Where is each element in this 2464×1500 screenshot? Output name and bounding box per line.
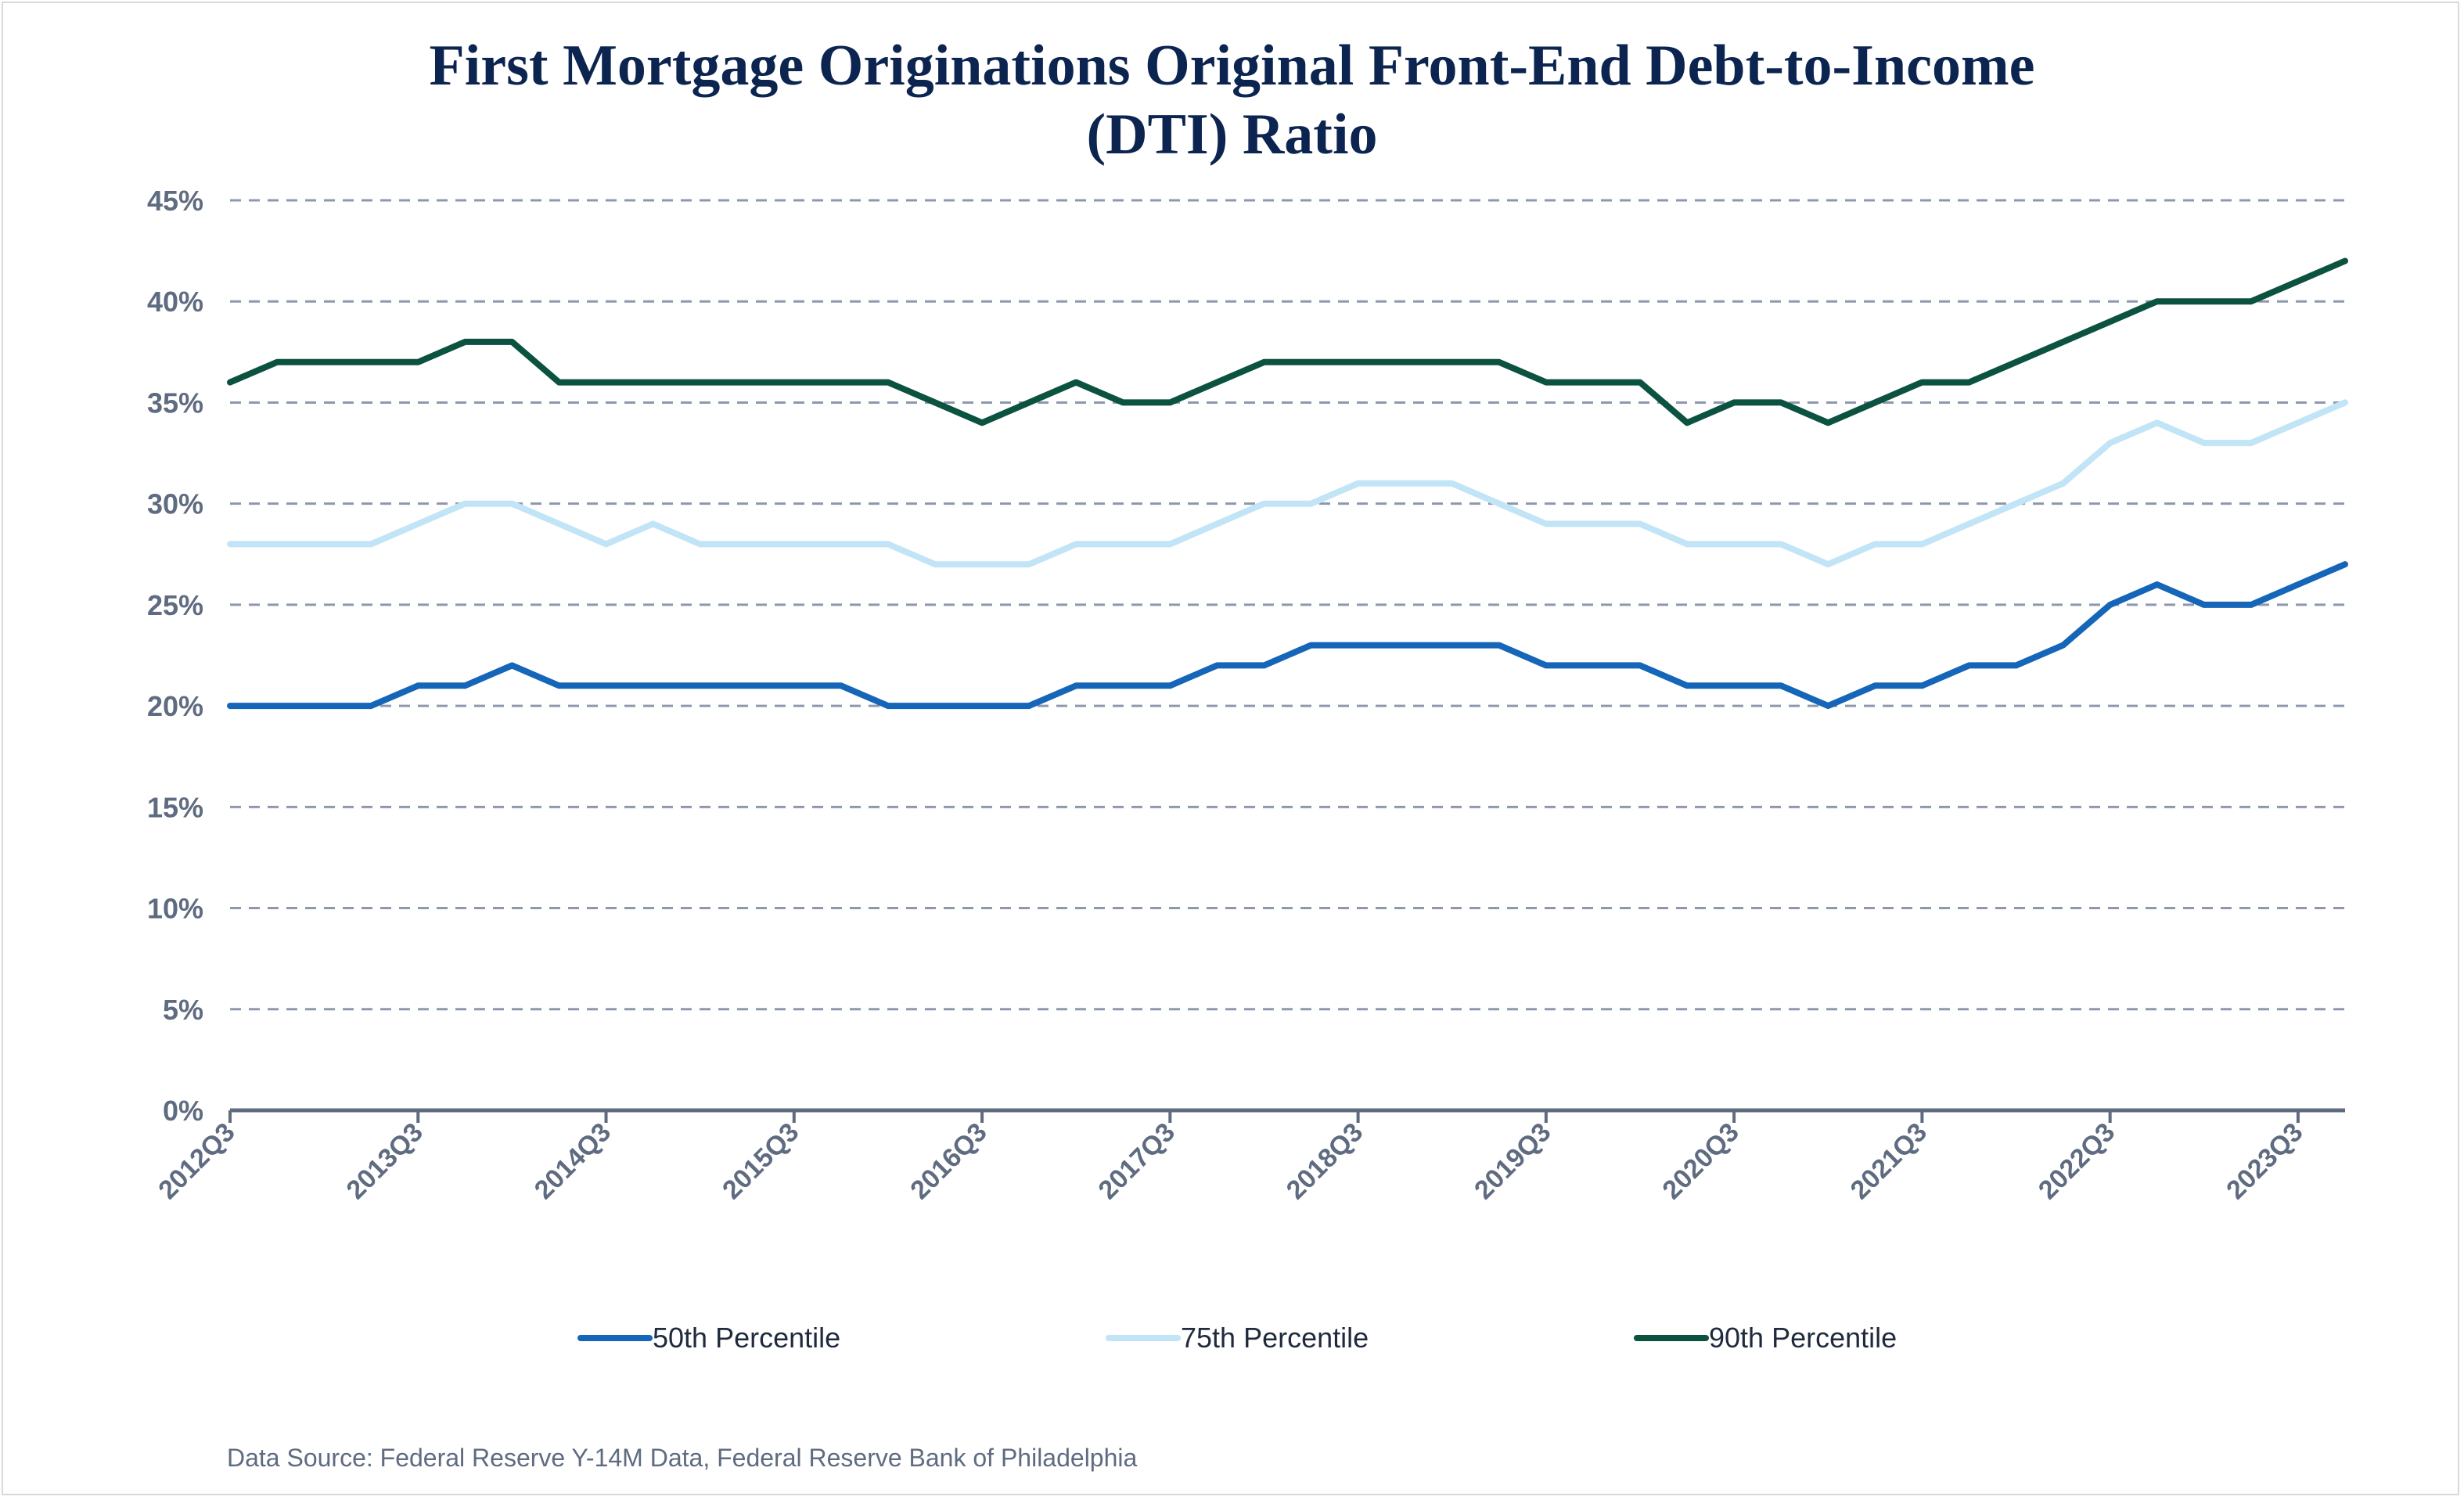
gridlines	[230, 199, 2345, 1011]
y-tick-label: 5%	[163, 994, 203, 1026]
x-tick-label: 2022Q3	[2033, 1117, 2120, 1205]
x-tick-label: 2014Q3	[529, 1117, 617, 1205]
x-tick-label: 2021Q3	[1845, 1117, 1933, 1205]
y-tick-label: 15%	[147, 791, 203, 823]
y-tick-label: 30%	[147, 488, 203, 520]
legend-swatch-75th	[1106, 1335, 1181, 1341]
y-tick-label: 45%	[147, 185, 203, 217]
y-tick-label: 35%	[147, 387, 203, 419]
series-line-50th	[227, 561, 2348, 710]
data-source-note: Data Source: Federal Reserve Y-14M Data,…	[227, 1444, 1138, 1472]
x-tick-label: 2012Q3	[153, 1117, 240, 1205]
legend-label-90th: 90th Percentile	[1709, 1322, 1897, 1354]
y-tick-label: 25%	[147, 589, 203, 621]
legend-label-50th: 50th Percentile	[653, 1322, 841, 1354]
x-tick-label: 2023Q3	[2221, 1117, 2308, 1205]
x-tick-label: 2013Q3	[340, 1117, 428, 1205]
x-tick-label: 2015Q3	[717, 1117, 804, 1205]
x-axis: 2012Q3 2013Q3 2014Q3 2015Q3 2016Q3 2017Q3 2018…	[153, 1108, 2345, 1205]
x-tick-label: 2019Q3	[1469, 1117, 1556, 1205]
legend-item-90th: 90th Percentile	[1634, 1315, 1897, 1362]
y-tick-label: 10%	[147, 893, 203, 925]
chart-title-line-1: First Mortgage Originations Original Fro…	[429, 34, 2035, 98]
y-tick-label: 0%	[163, 1095, 203, 1127]
y-axis-ticks: 0% 5% 10% 15% 20% 25% 30% 35% 40% 45%	[147, 185, 203, 1127]
x-tick-label: 2018Q3	[1281, 1117, 1369, 1205]
chart-title-line-2: (DTI) Ratio	[1086, 103, 1378, 167]
y-tick-label: 40%	[147, 286, 203, 318]
y-tick-label: 20%	[147, 690, 203, 722]
legend-item-50th: 50th Percentile	[577, 1315, 840, 1362]
series-line-75th	[227, 399, 2348, 568]
legend-swatch-50th	[577, 1335, 653, 1341]
legend-label-75th: 75th Percentile	[1181, 1322, 1369, 1354]
line-chart: 0% 5% 10% 15% 20% 25% 30% 35% 40% 45% 2012Q3 2013Q…	[147, 185, 2348, 1205]
series-lines	[227, 257, 2348, 710]
legend: 50th Percentile 75th Percentile 90th Per…	[0, 1315, 2464, 1362]
x-tick-label: 2016Q3	[905, 1117, 992, 1205]
chart-title: First Mortgage Originations Original Fro…	[0, 31, 2464, 169]
legend-swatch-90th	[1634, 1335, 1709, 1341]
x-tick-label: 2020Q3	[1656, 1117, 1744, 1205]
legend-item-75th: 75th Percentile	[1106, 1315, 1369, 1362]
x-tick-label: 2017Q3	[1093, 1117, 1181, 1205]
series-line-90th	[227, 257, 2348, 426]
